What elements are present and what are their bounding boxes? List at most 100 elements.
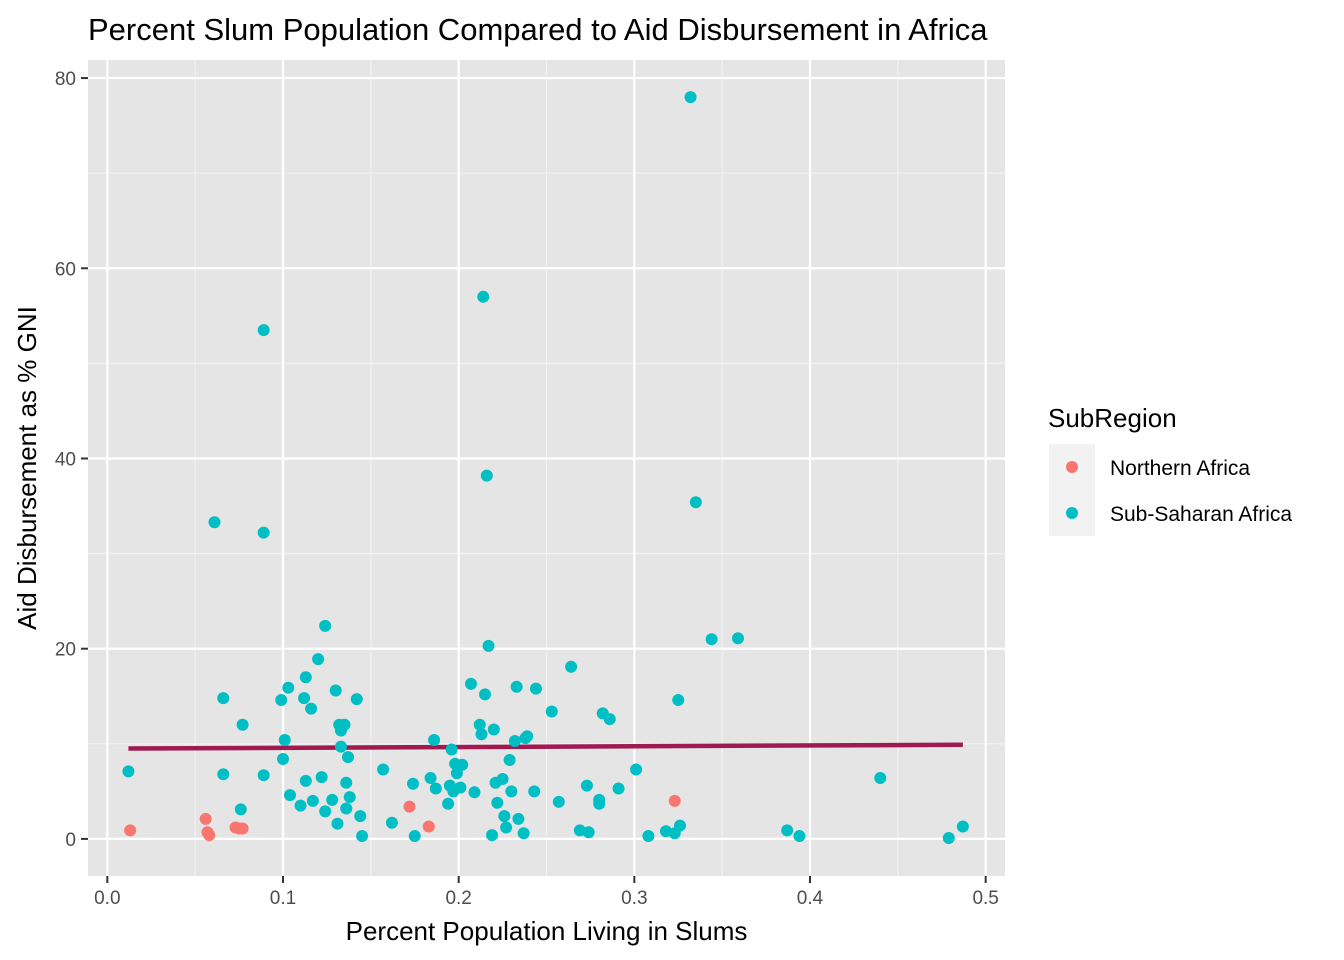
data-point-sub-saharan-africa xyxy=(257,769,270,782)
data-point-sub-saharan-africa xyxy=(312,653,325,666)
data-point-sub-saharan-africa xyxy=(672,694,685,707)
data-point-sub-saharan-africa xyxy=(580,779,593,792)
data-point-sub-saharan-africa xyxy=(498,810,511,823)
data-point-sub-saharan-africa xyxy=(565,660,578,673)
data-point-sub-saharan-africa xyxy=(454,781,467,794)
data-point-sub-saharan-africa xyxy=(315,771,328,784)
data-point-sub-saharan-africa xyxy=(356,830,369,843)
data-point-sub-saharan-africa xyxy=(612,782,625,795)
data-point-sub-saharan-africa xyxy=(482,639,495,652)
minor-gridlines xyxy=(88,60,1005,876)
data-point-northern-africa xyxy=(422,820,435,833)
data-point-northern-africa xyxy=(124,824,137,837)
data-point-sub-saharan-africa xyxy=(406,777,419,790)
data-point-sub-saharan-africa xyxy=(956,820,969,833)
data-point-sub-saharan-africa xyxy=(473,718,486,731)
data-point-sub-saharan-africa xyxy=(942,831,955,844)
data-point-sub-saharan-africa xyxy=(593,797,606,810)
data-point-sub-saharan-africa xyxy=(510,680,523,693)
data-point-sub-saharan-africa xyxy=(338,718,351,731)
data-point-sub-saharan-africa xyxy=(468,786,481,799)
data-point-sub-saharan-africa xyxy=(275,694,288,707)
data-point-sub-saharan-africa xyxy=(234,803,247,816)
data-point-sub-saharan-africa xyxy=(793,830,806,843)
data-point-sub-saharan-africa xyxy=(475,728,488,741)
data-point-sub-saharan-africa xyxy=(477,290,490,303)
data-point-sub-saharan-africa xyxy=(508,734,521,747)
data-point-sub-saharan-africa xyxy=(428,734,441,746)
data-point-sub-saharan-africa xyxy=(480,469,493,482)
data-point-sub-saharan-africa xyxy=(294,799,307,812)
data-point-sub-saharan-africa xyxy=(545,705,558,718)
data-point-sub-saharan-africa xyxy=(424,772,437,785)
data-point-sub-saharan-africa xyxy=(456,758,469,771)
data-point-sub-saharan-africa xyxy=(278,734,291,746)
y-tick-label: 80 xyxy=(55,69,76,90)
data-point-sub-saharan-africa xyxy=(217,768,230,781)
data-point-sub-saharan-africa xyxy=(552,795,565,808)
x-axis-title: Percent Population Living in Slums xyxy=(346,916,748,946)
data-point-sub-saharan-africa xyxy=(377,763,390,776)
data-point-sub-saharan-africa xyxy=(329,684,342,697)
data-point-northern-africa xyxy=(203,829,216,842)
data-point-sub-saharan-africa xyxy=(299,671,312,684)
data-point-sub-saharan-africa xyxy=(298,692,311,705)
data-point-sub-saharan-africa xyxy=(684,91,697,104)
data-point-sub-saharan-africa xyxy=(674,819,687,832)
data-point-sub-saharan-africa xyxy=(208,516,221,529)
data-point-sub-saharan-africa xyxy=(429,782,442,795)
data-point-sub-saharan-africa xyxy=(385,816,398,829)
data-point-northern-africa xyxy=(199,812,212,825)
data-point-sub-saharan-africa xyxy=(340,802,353,815)
data-point-sub-saharan-africa xyxy=(512,812,525,825)
legend-title: SubRegion xyxy=(1048,403,1177,433)
data-point-sub-saharan-africa xyxy=(705,633,718,646)
legend-swatch-sub-saharan-africa xyxy=(1066,507,1078,519)
data-point-sub-saharan-africa xyxy=(257,526,270,539)
data-point-sub-saharan-africa xyxy=(630,763,643,776)
data-point-sub-saharan-africa xyxy=(340,776,353,789)
axes: 0.0 0.1 0.2 0.3 0.4 0.5 0 20 40 60 80 xyxy=(55,69,999,909)
data-point-sub-saharan-africa xyxy=(442,797,455,810)
data-point-sub-saharan-africa xyxy=(350,693,363,706)
data-point-sub-saharan-africa xyxy=(529,682,542,695)
data-point-sub-saharan-africa xyxy=(642,830,655,843)
x-tick-label: 0.2 xyxy=(445,888,471,909)
data-point-sub-saharan-africa xyxy=(603,713,616,726)
legend-label-sub-saharan-africa: Sub-Saharan Africa xyxy=(1110,503,1292,526)
data-points xyxy=(122,91,969,844)
data-point-sub-saharan-africa xyxy=(445,743,458,756)
data-point-sub-saharan-africa xyxy=(257,324,270,337)
data-point-sub-saharan-africa xyxy=(464,677,477,690)
data-point-sub-saharan-africa xyxy=(486,829,499,842)
data-point-sub-saharan-africa xyxy=(305,702,318,715)
data-point-sub-saharan-africa xyxy=(282,681,295,694)
data-point-sub-saharan-africa xyxy=(331,817,344,830)
data-point-sub-saharan-africa xyxy=(319,619,332,632)
data-point-sub-saharan-africa xyxy=(503,753,516,766)
data-point-sub-saharan-africa xyxy=(122,765,135,778)
data-point-sub-saharan-africa xyxy=(236,718,249,731)
data-point-sub-saharan-africa xyxy=(319,805,332,818)
data-point-sub-saharan-africa xyxy=(354,810,367,823)
chart-title: Percent Slum Population Compared to Aid … xyxy=(88,12,988,47)
data-point-sub-saharan-africa xyxy=(284,789,297,802)
trend-line xyxy=(128,742,963,751)
data-point-sub-saharan-africa xyxy=(731,632,744,645)
data-point-sub-saharan-africa xyxy=(450,767,463,780)
x-tick-label: 0.4 xyxy=(797,888,824,909)
x-tick-label: 0.5 xyxy=(972,888,998,909)
x-tick-label: 0.0 xyxy=(94,888,120,909)
data-point-sub-saharan-africa xyxy=(528,785,541,798)
data-point-northern-africa xyxy=(668,794,681,807)
y-tick-label: 40 xyxy=(55,449,76,470)
data-point-northern-africa xyxy=(236,822,249,835)
data-point-sub-saharan-africa xyxy=(500,821,513,834)
y-tick-label: 20 xyxy=(55,640,76,661)
data-point-sub-saharan-africa xyxy=(491,796,504,809)
data-point-sub-saharan-africa xyxy=(689,496,702,509)
data-point-sub-saharan-africa xyxy=(306,794,319,807)
legend-label-northern-africa: Northern Africa xyxy=(1110,457,1250,480)
data-point-sub-saharan-africa xyxy=(408,830,421,843)
